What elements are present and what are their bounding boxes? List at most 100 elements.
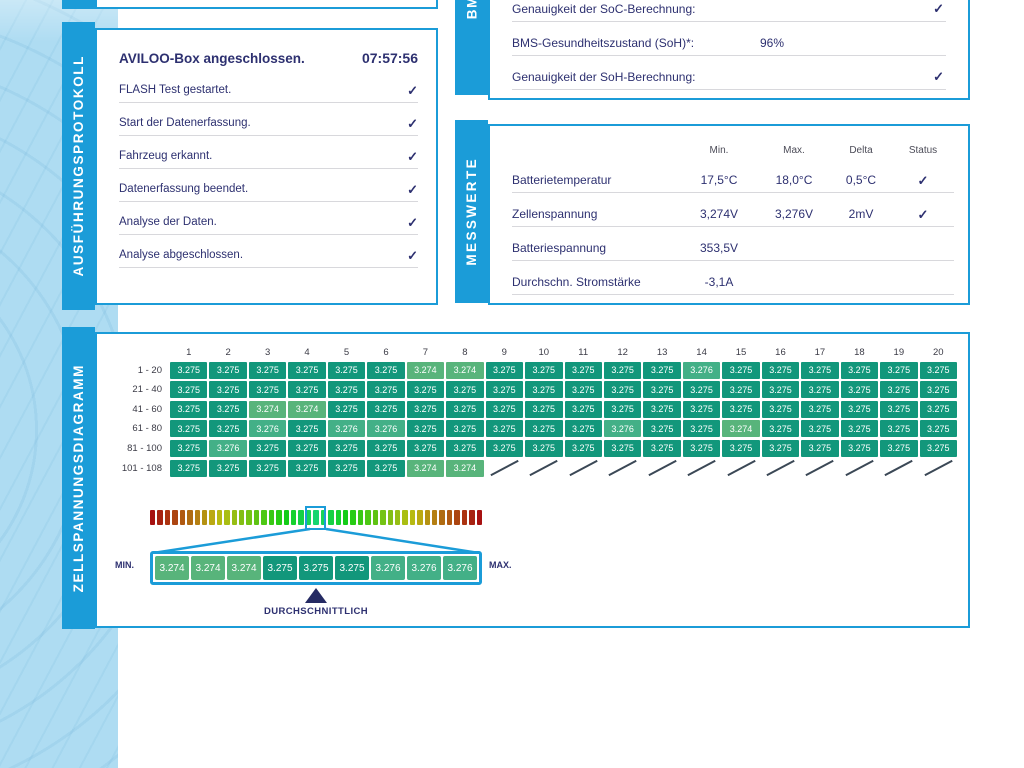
gradient-segment xyxy=(387,510,393,525)
cell-voltage-value: 3.275 xyxy=(446,420,484,438)
protocol-item: Fahrzeug erkannt. ✓ xyxy=(119,144,418,169)
gradient-segment xyxy=(268,510,275,525)
cell-grid-row: 1 - 20 3.275 3.275 3.275 3.275 3.275 3.275 3.27… xyxy=(100,361,957,379)
cell-voltage-value: 3.275 xyxy=(525,400,563,418)
check-icon: ✓ xyxy=(407,82,418,98)
gradient-segment xyxy=(187,510,193,525)
gradient-segment xyxy=(409,510,416,525)
cell-voltage-value: 3.275 xyxy=(722,381,760,399)
column-number: 4 xyxy=(304,347,310,358)
cell-voltage-value: 3.275 xyxy=(603,439,642,457)
column-number: 14 xyxy=(696,347,707,358)
cell-voltage-value: 3.275 xyxy=(722,361,760,379)
protocol-header-text: AVILOO-Box angeschlossen. xyxy=(119,51,305,66)
gradient-segment xyxy=(439,510,445,525)
cell-voltage-value: 3.275 xyxy=(722,400,760,418)
protocol-item-text: Analyse abgeschlossen. xyxy=(119,249,244,261)
gradient-segment xyxy=(253,510,260,525)
gradient-segment xyxy=(216,510,223,525)
messwerte-side-label: MESSWERTE xyxy=(464,157,479,266)
gradient-segment xyxy=(342,510,349,525)
cell-voltage-value: 3.275 xyxy=(761,361,800,379)
column-number: 7 xyxy=(422,347,429,358)
gradient-segment xyxy=(246,510,252,525)
average-label: DURCHSCHNITTLICH xyxy=(263,606,369,617)
column-number: 13 xyxy=(656,347,668,358)
gradient-segment xyxy=(150,510,156,525)
cell-voltage-value: 3.275 xyxy=(406,420,445,438)
slash-mark xyxy=(529,459,558,477)
column-header-delta: Delta xyxy=(849,144,873,156)
check-icon: ✓ xyxy=(407,148,418,164)
cell-voltage-value: 3.276 xyxy=(248,420,287,438)
slash-mark xyxy=(805,459,835,477)
cell-voltage-value: 3.275 xyxy=(170,361,208,379)
column-number: 10 xyxy=(538,347,550,358)
column-number: 19 xyxy=(893,347,905,358)
gradient-segment xyxy=(461,510,468,525)
check-icon: ✓ xyxy=(407,214,418,230)
slash-mark xyxy=(726,459,756,477)
protocol-item: FLASH Test gestartet. ✓ xyxy=(119,78,418,103)
cell-voltage-value: 3.276 xyxy=(603,420,642,438)
column-number: 2 xyxy=(225,347,231,358)
cell-voltage-value: 3.275 xyxy=(525,381,563,399)
gradient-segment xyxy=(172,510,178,525)
measure-delta: 0,5°C xyxy=(845,173,877,187)
cell-voltage-value: 3.275 xyxy=(643,420,681,438)
protocol-panel: AVILOO-Box angeschlossen. 07:57:56 FLASH… xyxy=(95,28,438,305)
gradient-segment xyxy=(432,510,438,525)
gradient-segment xyxy=(298,510,304,525)
check-icon: ✓ xyxy=(407,181,418,197)
cell-voltage-value: 3.275 xyxy=(643,400,681,418)
messwerte-side-bar: MESSWERTE xyxy=(455,120,488,303)
cell-voltage-value: 3.275 xyxy=(564,381,602,399)
cell-voltage-value: 3.275 xyxy=(367,439,405,457)
cell-voltage-value: 3.275 xyxy=(446,439,484,457)
bms-side-label: BM xyxy=(464,0,479,20)
gradient-segment xyxy=(402,510,408,525)
cell-voltage-value: 3.275 xyxy=(288,459,326,477)
missing-cell xyxy=(722,459,759,477)
cell-voltage-value: 3.274 xyxy=(446,361,484,379)
cell-voltage-value: 3.275 xyxy=(446,400,484,418)
cell-voltage-value: 3.275 xyxy=(485,420,524,438)
cell-voltage-value: 3.275 xyxy=(367,381,405,399)
measure-name: Batteriespannung xyxy=(512,241,607,255)
cell-voltage-value: 3.275 xyxy=(288,439,326,457)
gradient-segment xyxy=(291,510,297,525)
gradient-segment xyxy=(350,510,356,525)
row-range-label: 1 - 20 xyxy=(137,364,162,376)
cell-voltage-value: 3.275 xyxy=(682,381,721,399)
cell-voltage-value: 3.275 xyxy=(919,439,957,457)
gradient-segment xyxy=(179,510,186,525)
column-number: 12 xyxy=(617,347,628,358)
gradient-segment xyxy=(305,510,312,525)
protocol-item-text: Start der Datenerfassung. xyxy=(119,117,251,129)
bms-row: Genauigkeit der SoH-Berechnung: ✓ xyxy=(512,64,946,90)
check-icon: ✓ xyxy=(933,69,944,84)
bms-row-label: Genauigkeit der SoH-Berechnung: xyxy=(512,69,696,84)
column-header-status: Status xyxy=(908,144,938,156)
messwerte-content: Min. Max. Delta Status Batterietemperatu… xyxy=(490,126,968,295)
gradient-segment xyxy=(224,510,230,525)
measure-name: Durchschn. Stromstärke xyxy=(512,275,641,289)
row-range-label: 81 - 100 xyxy=(127,442,162,454)
protocol-item-text: Fahrzeug erkannt. xyxy=(119,150,213,162)
slash-mark xyxy=(648,459,677,477)
gradient-segment xyxy=(261,510,267,525)
zoom-cell-value: 3.276 xyxy=(407,556,441,580)
zoom-cell-value: 3.274 xyxy=(227,556,261,580)
row-range-label: 41 - 60 xyxy=(132,403,162,415)
messwerte-row: Batterietemperatur 17,5°C 18,0°C 0,5°C ✓ xyxy=(512,168,954,193)
max-label: MAX. xyxy=(489,560,512,570)
cell-voltage-value: 3.275 xyxy=(564,361,602,379)
cell-voltage-value: 3.275 xyxy=(209,459,247,477)
messwerte-row: Durchschn. Stromstärke -3,1A xyxy=(512,270,954,295)
slash-mark xyxy=(608,459,637,477)
cell-voltage-value: 3.275 xyxy=(525,420,563,438)
bms-row: Genauigkeit der SoC-Berechnung: ✓ xyxy=(512,0,946,22)
bms-panel: Genauigkeit der SoC-Berechnung: ✓ BMS-Ge… xyxy=(488,0,970,100)
measure-max: 18,0°C xyxy=(775,173,813,187)
bms-row-label: BMS-Gesundheitszustand (SoH)*: xyxy=(512,35,695,50)
